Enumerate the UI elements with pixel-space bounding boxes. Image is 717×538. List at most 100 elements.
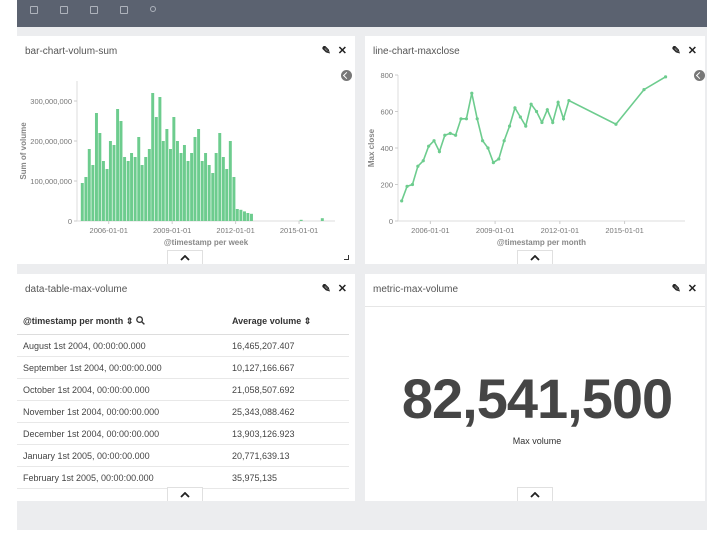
top-toolbar xyxy=(17,0,707,27)
bar xyxy=(119,121,123,221)
collapse-button[interactable] xyxy=(167,487,203,501)
y-tick-label: 0 xyxy=(68,217,72,226)
y-tick-label: 600 xyxy=(380,108,393,117)
table-cell-volume: 21,058,507.692 xyxy=(226,378,349,401)
y-tick-label: 300,000,000 xyxy=(30,97,72,106)
pencil-icon[interactable]: ✎ xyxy=(321,283,331,295)
bar xyxy=(151,93,155,221)
table-cell-timestamp: December 1st 2004, 00:00:00.000 xyxy=(17,422,226,445)
close-icon[interactable]: ✕ xyxy=(337,45,347,57)
x-tick-label: 2006-01-01 xyxy=(411,226,449,235)
bar xyxy=(211,173,215,221)
sort-icon[interactable]: ⇕ xyxy=(125,316,134,326)
bar xyxy=(299,219,303,221)
table-cell-timestamp: November 1st 2004, 00:00:00.000 xyxy=(17,400,226,423)
bar xyxy=(228,141,232,221)
data-point xyxy=(529,102,533,106)
bar xyxy=(320,218,324,221)
reset-zoom-icon[interactable] xyxy=(341,70,352,81)
bar xyxy=(225,169,229,221)
toolbar-open-icon[interactable] xyxy=(90,6,98,14)
bar xyxy=(105,169,109,221)
reset-zoom-icon[interactable] xyxy=(694,70,705,81)
y-axis-title: Max close xyxy=(367,128,376,167)
bar xyxy=(207,165,211,221)
bar xyxy=(214,153,218,221)
table-row: December 1st 2004, 00:00:00.000 13,903,12… xyxy=(17,422,349,445)
bar xyxy=(193,137,197,221)
bar xyxy=(112,145,116,221)
table-scroll-area[interactable]: @timestamp per month ⇕ Average volume ⇕ … xyxy=(17,307,357,491)
sort-icon[interactable]: ⇕ xyxy=(303,316,312,326)
data-point xyxy=(540,120,544,125)
resize-handle-icon[interactable] xyxy=(344,255,349,260)
metric-panel: metric-max-volume ✎ ✕ 82,541,500 Max vol… xyxy=(365,274,705,501)
collapse-button[interactable] xyxy=(517,487,553,501)
bar xyxy=(175,141,179,221)
x-tick-label: 2015-01-01 xyxy=(280,226,318,235)
data-point xyxy=(663,75,668,79)
data-point xyxy=(513,106,517,110)
close-icon[interactable]: ✕ xyxy=(687,283,697,295)
dashboard-area: bar-chart-volum-sum ✎ ✕ 0 100,000,000 200,… xyxy=(17,27,707,530)
panel-title: metric-max-volume xyxy=(373,284,459,295)
bar xyxy=(186,161,190,221)
bar xyxy=(249,213,253,221)
pencil-icon[interactable]: ✎ xyxy=(671,45,681,57)
bar xyxy=(87,149,91,221)
table-row: October 1st 2004, 00:00:00.000 21,058,507… xyxy=(17,378,349,401)
table-cell-volume: 13,903,126.923 xyxy=(226,422,349,445)
data-point xyxy=(432,139,436,143)
y-tick-label: 0 xyxy=(389,217,393,226)
column-header-average-volume[interactable]: Average volume ⇕ xyxy=(226,307,349,335)
bar xyxy=(200,161,204,221)
y-tick-label: 100,000,000 xyxy=(30,177,72,186)
panel-title: line-chart-maxclose xyxy=(373,46,460,57)
table-row: January 1st 2005, 00:00:00.000 20,771,639… xyxy=(17,444,349,467)
data-point xyxy=(518,115,522,119)
metric-value: 82,541,500 xyxy=(401,367,673,430)
toolbar-save-icon[interactable] xyxy=(60,6,68,14)
data-point xyxy=(534,109,539,114)
bar xyxy=(165,129,169,221)
data-point xyxy=(448,131,452,135)
data-point xyxy=(480,139,485,143)
bar xyxy=(140,165,144,221)
column-header-label: Average volume xyxy=(232,316,302,326)
data-point xyxy=(551,120,555,125)
close-icon[interactable]: ✕ xyxy=(337,283,347,295)
x-tick-label: 2006-01-01 xyxy=(90,226,128,235)
toolbar-share-icon[interactable] xyxy=(120,6,128,14)
x-axis-title: @timestamp per week xyxy=(164,238,249,247)
pencil-icon[interactable]: ✎ xyxy=(321,45,331,57)
toolbar-new-icon[interactable] xyxy=(30,6,38,14)
magnify-icon[interactable] xyxy=(136,316,145,325)
close-icon[interactable]: ✕ xyxy=(687,45,697,57)
data-point xyxy=(410,182,415,187)
table-cell-volume: 10,127,166.667 xyxy=(226,356,349,379)
bar xyxy=(218,133,222,221)
bar xyxy=(108,141,112,221)
toolbar-options-icon[interactable] xyxy=(150,6,156,12)
table-cell-volume: 20,771,639.13 xyxy=(226,444,349,467)
collapse-button[interactable] xyxy=(517,250,553,264)
bar xyxy=(116,109,120,221)
chevron-up-icon xyxy=(530,254,540,261)
column-header-timestamp[interactable]: @timestamp per month ⇕ xyxy=(17,307,226,335)
table-cell-timestamp: October 1st 2004, 00:00:00.000 xyxy=(17,378,226,401)
table-cell-volume: 15,366,724 xyxy=(226,488,349,491)
panel-title: bar-chart-volum-sum xyxy=(25,46,118,57)
bar xyxy=(246,213,250,221)
bar xyxy=(232,177,236,221)
table-row: November 1st 2004, 00:00:00.000 25,343,08… xyxy=(17,400,349,423)
table-row: February 1st 2005, 00:00:00.000 35,975,13… xyxy=(17,466,349,489)
data-point xyxy=(437,150,442,154)
data-point xyxy=(475,117,479,121)
y-tick-label: 200 xyxy=(380,181,393,190)
bar xyxy=(190,153,194,221)
x-axis-title: @timestamp per month xyxy=(497,238,586,247)
collapse-button[interactable] xyxy=(167,250,203,264)
pencil-icon[interactable]: ✎ xyxy=(671,283,681,295)
bar xyxy=(168,149,172,221)
bar xyxy=(204,153,208,221)
